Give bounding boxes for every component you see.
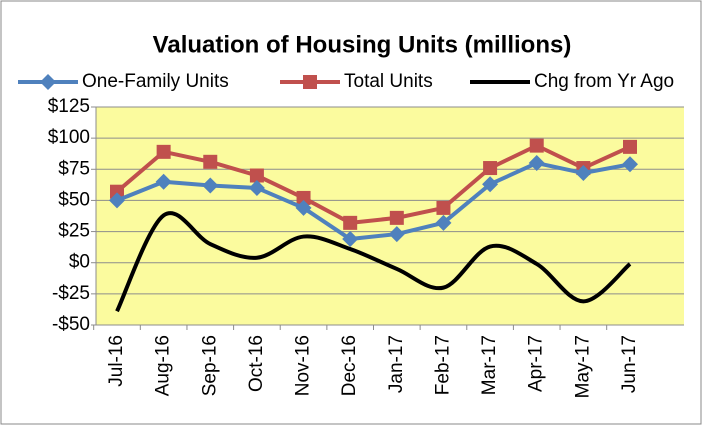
x-tick-label: Sep-16 xyxy=(199,335,220,396)
point xyxy=(109,192,125,209)
point xyxy=(389,210,404,225)
y-tick-label: $0 xyxy=(69,252,90,273)
x-tick-label: Dec-16 xyxy=(339,335,360,396)
x-tick-label: Feb-17 xyxy=(432,335,453,395)
legend-item: Chg from Yr Ago xyxy=(470,71,674,92)
y-tick-label: $125 xyxy=(48,96,90,117)
series-line xyxy=(115,211,632,313)
x-tick-label: Nov-16 xyxy=(293,335,314,396)
y-tick-label: -$25 xyxy=(52,283,90,304)
legend-item: Total Units xyxy=(280,71,433,92)
point xyxy=(249,168,264,183)
point xyxy=(110,184,124,199)
point xyxy=(156,144,171,159)
x-tick-label: Apr-17 xyxy=(526,335,547,392)
point xyxy=(622,156,638,173)
y-tick-label: $100 xyxy=(48,127,90,148)
chart-title: Valuation of Housing Units (millions) xyxy=(153,31,572,58)
point xyxy=(202,177,219,194)
point xyxy=(295,199,312,216)
x-tick-label: Jul-16 xyxy=(106,335,127,387)
point xyxy=(482,176,499,193)
point xyxy=(435,214,452,231)
point xyxy=(575,165,592,182)
point xyxy=(528,155,545,172)
point xyxy=(203,154,218,169)
legend-label: Total Units xyxy=(344,71,433,92)
series-line xyxy=(116,161,631,242)
x-tick-label: Oct-16 xyxy=(246,335,267,392)
point xyxy=(436,200,451,215)
x-tick-label: Mar-17 xyxy=(479,335,500,395)
y-tick-label: $75 xyxy=(58,158,90,179)
x-tick-label: Jun-17 xyxy=(619,335,640,393)
y-tick-label: -$50 xyxy=(52,314,90,335)
point xyxy=(529,138,544,153)
legend-item: One-Family Units xyxy=(18,71,229,92)
point xyxy=(342,231,359,248)
x-tick-label: Aug-16 xyxy=(153,335,174,396)
y-tick-label: $50 xyxy=(58,189,90,210)
point xyxy=(296,190,311,205)
legend-label: Chg from Yr Ago xyxy=(534,71,674,92)
point xyxy=(483,161,498,176)
series-line xyxy=(115,143,631,225)
x-tick-label: May-17 xyxy=(572,335,593,398)
legend-marker xyxy=(40,74,56,90)
point xyxy=(623,139,637,154)
point xyxy=(343,215,358,230)
point xyxy=(388,226,405,243)
legend-label: One-Family Units xyxy=(82,71,229,92)
y-tick-label: $25 xyxy=(58,221,90,242)
legend-marker xyxy=(303,75,317,89)
point xyxy=(155,173,172,190)
point xyxy=(248,179,265,196)
x-tick-label: Jan-17 xyxy=(386,335,407,393)
